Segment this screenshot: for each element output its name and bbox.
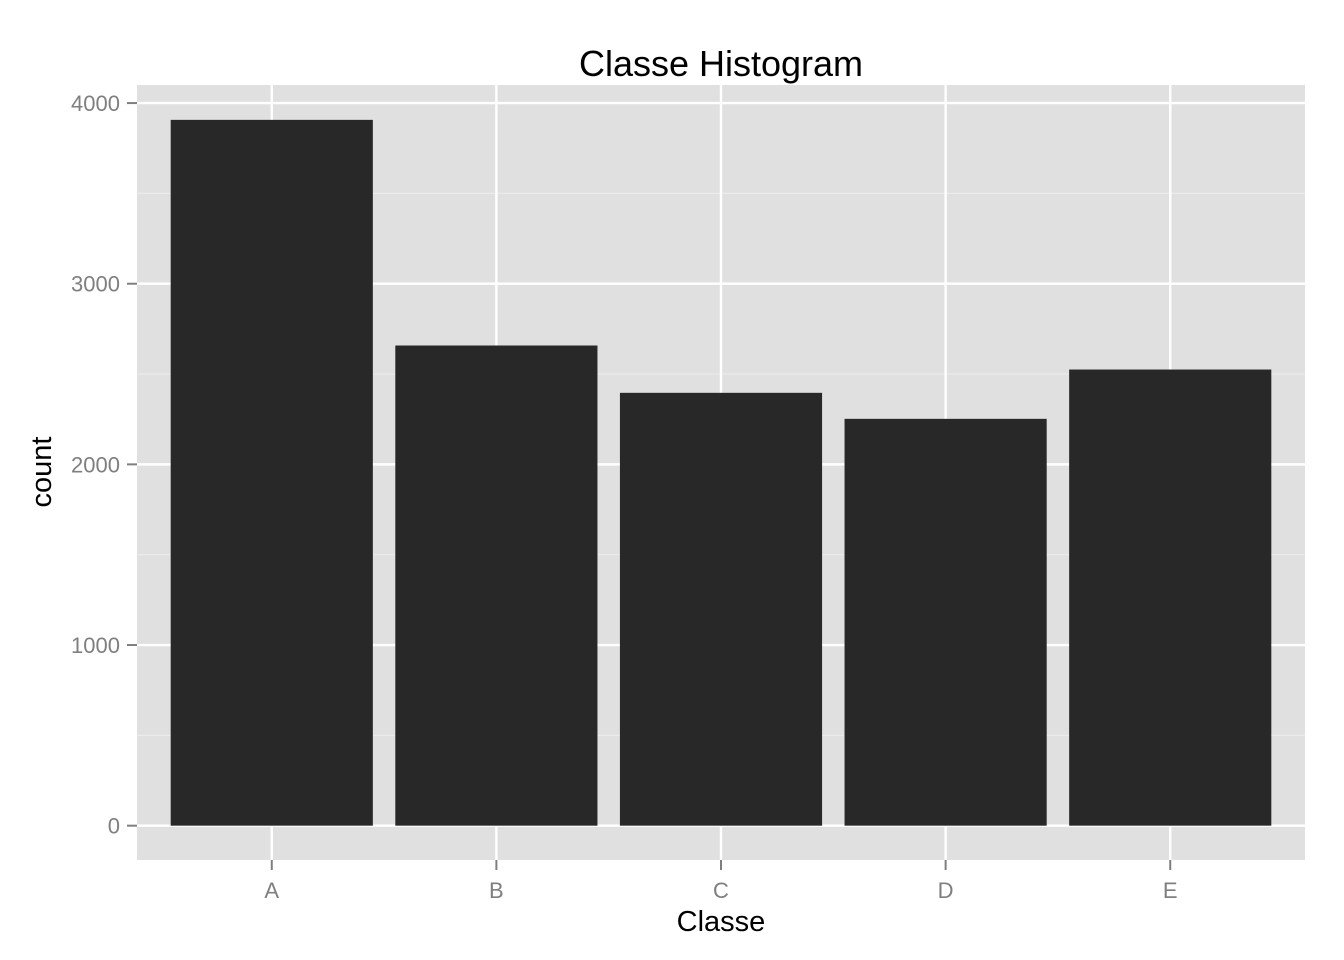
bar-e (1069, 369, 1272, 826)
x-tick-label: C (713, 878, 729, 903)
chart-title: Classe Histogram (579, 43, 863, 84)
y-tick-label: 4000 (71, 91, 120, 116)
y-tick-label: 2000 (71, 452, 120, 477)
y-tick-label: 1000 (71, 633, 120, 658)
bar-a (170, 119, 373, 826)
x-tick-label: A (264, 878, 279, 903)
bar-c (619, 392, 823, 826)
x-axis-title: Classe (677, 906, 766, 938)
bar-b (395, 345, 598, 826)
x-axis: A B C D E (264, 860, 1178, 903)
y-axis-title: count (26, 437, 58, 508)
x-tick-label: E (1163, 878, 1178, 903)
bars (170, 119, 1272, 826)
y-tick-label: 3000 (71, 272, 120, 297)
y-tick-label: 0 (108, 814, 120, 839)
bar-d (844, 418, 1047, 826)
x-tick-label: B (489, 878, 504, 903)
y-axis: 0 1000 2000 3000 4000 (71, 91, 137, 839)
x-tick-label: D (938, 878, 954, 903)
